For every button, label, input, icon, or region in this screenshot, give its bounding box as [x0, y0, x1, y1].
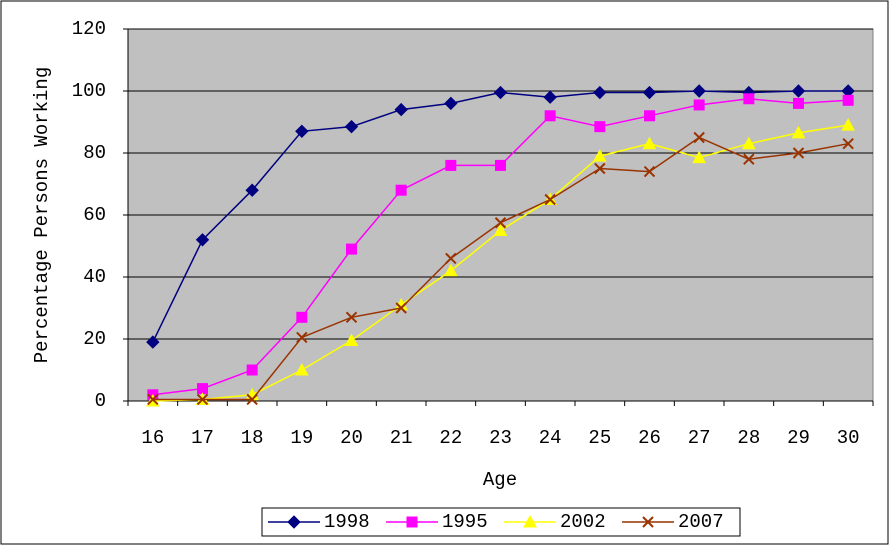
x-tick-label: 22	[439, 427, 462, 449]
marker	[246, 393, 258, 406]
marker	[147, 393, 159, 406]
marker	[842, 137, 854, 150]
marker	[494, 217, 507, 229]
marker	[394, 102, 408, 117]
marker	[345, 311, 358, 324]
x-tick-label: 26	[638, 427, 661, 449]
marker	[692, 84, 706, 98]
x-tick-label: 30	[837, 427, 860, 449]
marker	[741, 136, 756, 150]
marker	[791, 125, 806, 139]
x-tick-label: 27	[688, 427, 711, 449]
x-tick-label: 18	[241, 427, 264, 449]
y-tick-label: 0	[95, 390, 106, 412]
marker	[444, 96, 458, 111]
marker	[793, 97, 804, 109]
y-tick-label: 60	[83, 204, 106, 226]
marker	[791, 84, 806, 98]
x-tick-label: 28	[737, 427, 760, 449]
marker	[197, 383, 208, 395]
legend-marker	[287, 515, 301, 529]
x-tick-label: 24	[539, 427, 562, 449]
marker	[445, 252, 457, 265]
marker	[443, 263, 458, 277]
x-tick-label: 25	[588, 427, 611, 449]
marker	[346, 243, 357, 255]
marker	[294, 362, 309, 376]
marker	[642, 85, 657, 100]
marker	[743, 153, 755, 165]
x-tick-label: 23	[489, 427, 512, 449]
marker	[544, 193, 556, 206]
marker	[842, 94, 854, 106]
marker	[544, 110, 556, 122]
x-tick-label: 16	[141, 427, 164, 449]
marker	[692, 150, 707, 164]
marker	[693, 131, 705, 144]
marker	[593, 85, 607, 100]
marker	[594, 121, 606, 133]
marker	[594, 162, 606, 175]
marker	[146, 335, 160, 349]
marker	[495, 159, 506, 171]
y-tick-label: 20	[83, 328, 106, 350]
y-tick-label: 120	[72, 18, 106, 40]
marker	[642, 136, 657, 150]
marker	[196, 393, 209, 406]
marker	[543, 90, 557, 104]
marker	[246, 364, 258, 376]
x-tick-label: 19	[290, 427, 313, 449]
marker	[344, 119, 359, 134]
legend-label: 2002	[560, 511, 606, 533]
y-tick-label: 40	[83, 266, 106, 288]
marker	[445, 159, 457, 171]
x-tick-label: 20	[340, 427, 363, 449]
marker	[592, 149, 607, 162]
marker	[693, 99, 705, 111]
x-axis-title: Age	[483, 469, 517, 491]
legend-label: 1995	[442, 511, 488, 533]
legend-marker	[642, 516, 654, 528]
marker	[792, 147, 805, 159]
legend-label: 1998	[324, 511, 370, 533]
legend-label: 2007	[678, 511, 724, 533]
marker	[195, 233, 210, 247]
marker	[296, 331, 308, 344]
marker	[245, 183, 259, 197]
legend-marker	[523, 514, 537, 528]
marker	[295, 124, 309, 139]
y-tick-label: 80	[83, 142, 106, 164]
y-tick-label: 100	[72, 80, 106, 102]
x-tick-label: 21	[390, 427, 413, 449]
y-axis-title: Percentage Persons Working	[31, 67, 53, 363]
x-tick-label: 29	[787, 427, 810, 449]
marker	[643, 165, 656, 178]
marker	[395, 184, 407, 196]
marker	[493, 85, 508, 100]
marker	[344, 333, 359, 347]
marker	[296, 311, 308, 323]
marker	[841, 118, 856, 131]
marker	[743, 93, 755, 105]
legend-marker	[406, 516, 418, 528]
marker	[395, 302, 407, 314]
marker	[493, 223, 508, 236]
marker	[644, 110, 655, 122]
x-tick-label: 17	[191, 427, 214, 449]
